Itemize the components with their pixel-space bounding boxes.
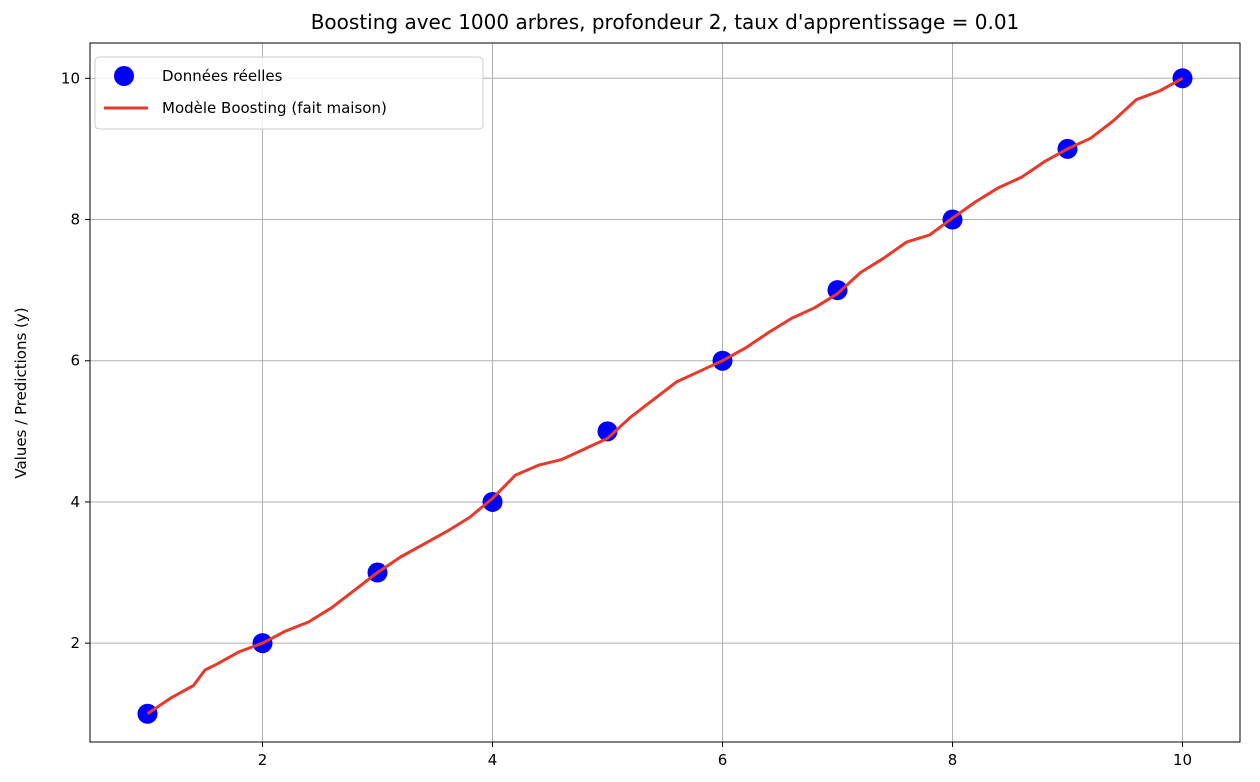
y-tick-label: 2 <box>70 634 80 652</box>
chart-title: Boosting avec 1000 arbres, profondeur 2,… <box>311 10 1020 34</box>
plot-series <box>137 68 1193 724</box>
model-line <box>146 76 1184 716</box>
y-tick-label: 10 <box>61 69 80 87</box>
x-tick-label: 6 <box>718 751 728 769</box>
y-axis-label: Values / Predictions (y) <box>12 307 30 478</box>
axis-ticks: 2 4 6 8 10 2 4 6 8 10 <box>61 69 1192 769</box>
y-tick-label: 6 <box>70 352 80 370</box>
plot-frame <box>89 42 1241 743</box>
y-tick-label: 8 <box>70 211 80 229</box>
legend-box <box>94 56 484 130</box>
x-tick-label: 10 <box>1173 751 1192 769</box>
legend-label-line: Modèle Boosting (fait maison) <box>162 99 387 117</box>
legend-marker-scatter <box>114 66 134 86</box>
legend: Données réelles Modèle Boosting (fait ma… <box>94 56 484 130</box>
data-point <box>482 491 503 512</box>
x-tick-label: 4 <box>488 751 498 769</box>
x-tick-label: 2 <box>258 751 268 769</box>
data-point <box>597 421 618 442</box>
legend-label-scatter: Données réelles <box>162 67 283 85</box>
y-tick-label: 4 <box>70 493 80 511</box>
grid <box>90 43 1240 742</box>
x-tick-label: 8 <box>948 751 958 769</box>
